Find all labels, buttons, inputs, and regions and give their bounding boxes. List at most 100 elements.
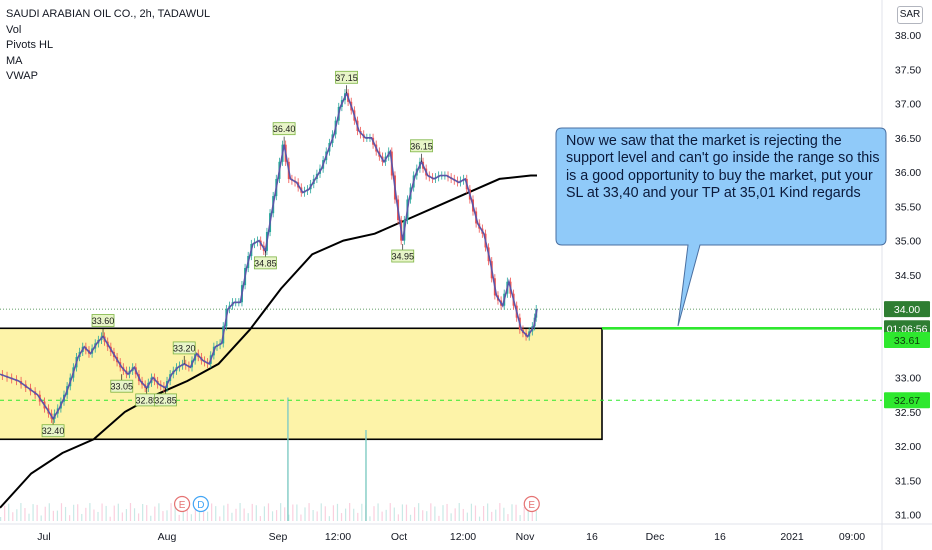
volume-bar bbox=[385, 509, 387, 521]
indicator-vol[interactable]: Vol bbox=[6, 23, 22, 36]
volume-bar bbox=[206, 511, 209, 521]
pivot-box bbox=[172, 341, 196, 355]
volume-bar bbox=[77, 504, 79, 521]
volume-bar bbox=[369, 516, 371, 521]
volume-bar bbox=[316, 511, 318, 521]
time-tick-label: 16 bbox=[714, 531, 726, 543]
volume-bar bbox=[117, 503, 119, 521]
volume-bar bbox=[190, 514, 192, 521]
volume-bar bbox=[101, 503, 103, 521]
volume-bar bbox=[328, 516, 330, 521]
volume-bar bbox=[48, 503, 50, 521]
volume-bar bbox=[300, 514, 302, 521]
price-tick-label: 32.50 bbox=[895, 407, 921, 419]
volume-bar bbox=[259, 516, 261, 521]
volume-bar bbox=[154, 506, 156, 521]
volume-bar bbox=[373, 506, 375, 521]
pivot-label: 37.15 bbox=[335, 73, 358, 83]
volume-bar bbox=[158, 503, 160, 521]
currency-badge[interactable]: SAR bbox=[897, 6, 923, 24]
price-tag-label: 32.67 bbox=[894, 395, 920, 407]
volume-bar bbox=[487, 503, 489, 521]
volume-bar bbox=[231, 512, 233, 521]
pivot-box bbox=[253, 256, 277, 270]
volume-bar bbox=[162, 511, 164, 521]
event-marker-label: E bbox=[179, 500, 186, 511]
volume-bar bbox=[344, 508, 347, 521]
price-tick-label: 36.50 bbox=[895, 133, 921, 145]
volume-bar bbox=[377, 503, 379, 521]
time-tick-label: 2021 bbox=[780, 531, 804, 543]
price-tick-label: 35.00 bbox=[895, 236, 921, 248]
price-tag-label: 34.00 bbox=[894, 304, 920, 316]
volume-bar bbox=[109, 516, 111, 521]
volume-bar bbox=[81, 513, 83, 521]
event-marker: E bbox=[523, 495, 540, 513]
pivot-label: 34.85 bbox=[254, 258, 277, 268]
pivot-label: 32.85 bbox=[135, 395, 158, 405]
indicator-vwap[interactable]: VWAP bbox=[6, 70, 38, 82]
volume-bar bbox=[275, 510, 278, 521]
volume-bar bbox=[198, 503, 201, 521]
volume-bar bbox=[503, 507, 505, 521]
pivot-label: 36.15 bbox=[410, 141, 433, 151]
volume-bar bbox=[227, 503, 229, 521]
time-tick-label: Nov bbox=[516, 531, 535, 543]
pivot-label: 36.40 bbox=[273, 124, 296, 134]
volume-bar bbox=[267, 503, 270, 521]
volume-bar bbox=[422, 510, 424, 521]
volume-bars bbox=[0, 397, 537, 521]
volume-bar bbox=[491, 511, 493, 521]
volume-bar bbox=[36, 504, 38, 521]
volume-bar bbox=[202, 509, 205, 521]
volume-bar bbox=[64, 506, 67, 521]
volume-bar bbox=[129, 503, 132, 521]
volume-bar bbox=[507, 514, 509, 521]
volume-bar bbox=[60, 503, 63, 521]
price-tick-label: 37.00 bbox=[895, 99, 921, 111]
volume-bar bbox=[361, 503, 363, 521]
chart-legend: SAUDI ARABIAN OIL CO., 2h, TADAWUL Vol P… bbox=[6, 7, 210, 85]
price-tick-label: 31.00 bbox=[895, 510, 921, 522]
volume-bar bbox=[44, 506, 46, 521]
time-tick-label: 12:00 bbox=[325, 531, 351, 543]
volume-bar bbox=[113, 505, 115, 521]
pivot-label: 33.05 bbox=[110, 382, 133, 392]
time-tick-label: Oct bbox=[391, 531, 407, 543]
volume-bar bbox=[515, 504, 517, 521]
volume-bar bbox=[243, 508, 245, 521]
volume-bar bbox=[93, 509, 95, 521]
pivot-label: 32.85 bbox=[154, 395, 177, 405]
pivot-box bbox=[272, 122, 296, 136]
event-marker-circle bbox=[173, 495, 191, 513]
time-tick-label: 12:00 bbox=[450, 531, 476, 543]
volume-bar bbox=[511, 504, 513, 521]
volume-bar bbox=[182, 504, 184, 521]
time-tick-label: Jul bbox=[37, 531, 50, 543]
price-tick-label: 38.00 bbox=[895, 30, 921, 42]
volume-bar bbox=[336, 503, 339, 521]
volume-bar bbox=[495, 509, 497, 521]
volume-bar bbox=[4, 505, 6, 521]
volume-bar bbox=[105, 505, 107, 521]
volume-bar bbox=[73, 504, 75, 521]
pivot-label: 33.20 bbox=[173, 343, 196, 353]
moving-average-line bbox=[0, 174, 537, 509]
pivot-label: 33.60 bbox=[92, 316, 115, 326]
volume-bar bbox=[263, 506, 266, 521]
volume-bar bbox=[235, 508, 237, 521]
symbol-title[interactable]: SAUDI ARABIAN OIL CO., 2h, TADAWUL bbox=[6, 8, 211, 20]
volume-bar bbox=[28, 513, 30, 521]
indicator-ma[interactable]: MA bbox=[6, 54, 23, 67]
volume-bar bbox=[434, 506, 436, 521]
volume-bar bbox=[20, 503, 22, 521]
volume-bar bbox=[288, 514, 290, 521]
volume-bar bbox=[280, 503, 282, 521]
volume-bar bbox=[40, 515, 42, 521]
volume-bar bbox=[442, 505, 444, 521]
volume-bar bbox=[166, 510, 168, 521]
volume-bar bbox=[308, 503, 310, 521]
indicator-pivots[interactable]: Pivots HL bbox=[6, 39, 54, 51]
